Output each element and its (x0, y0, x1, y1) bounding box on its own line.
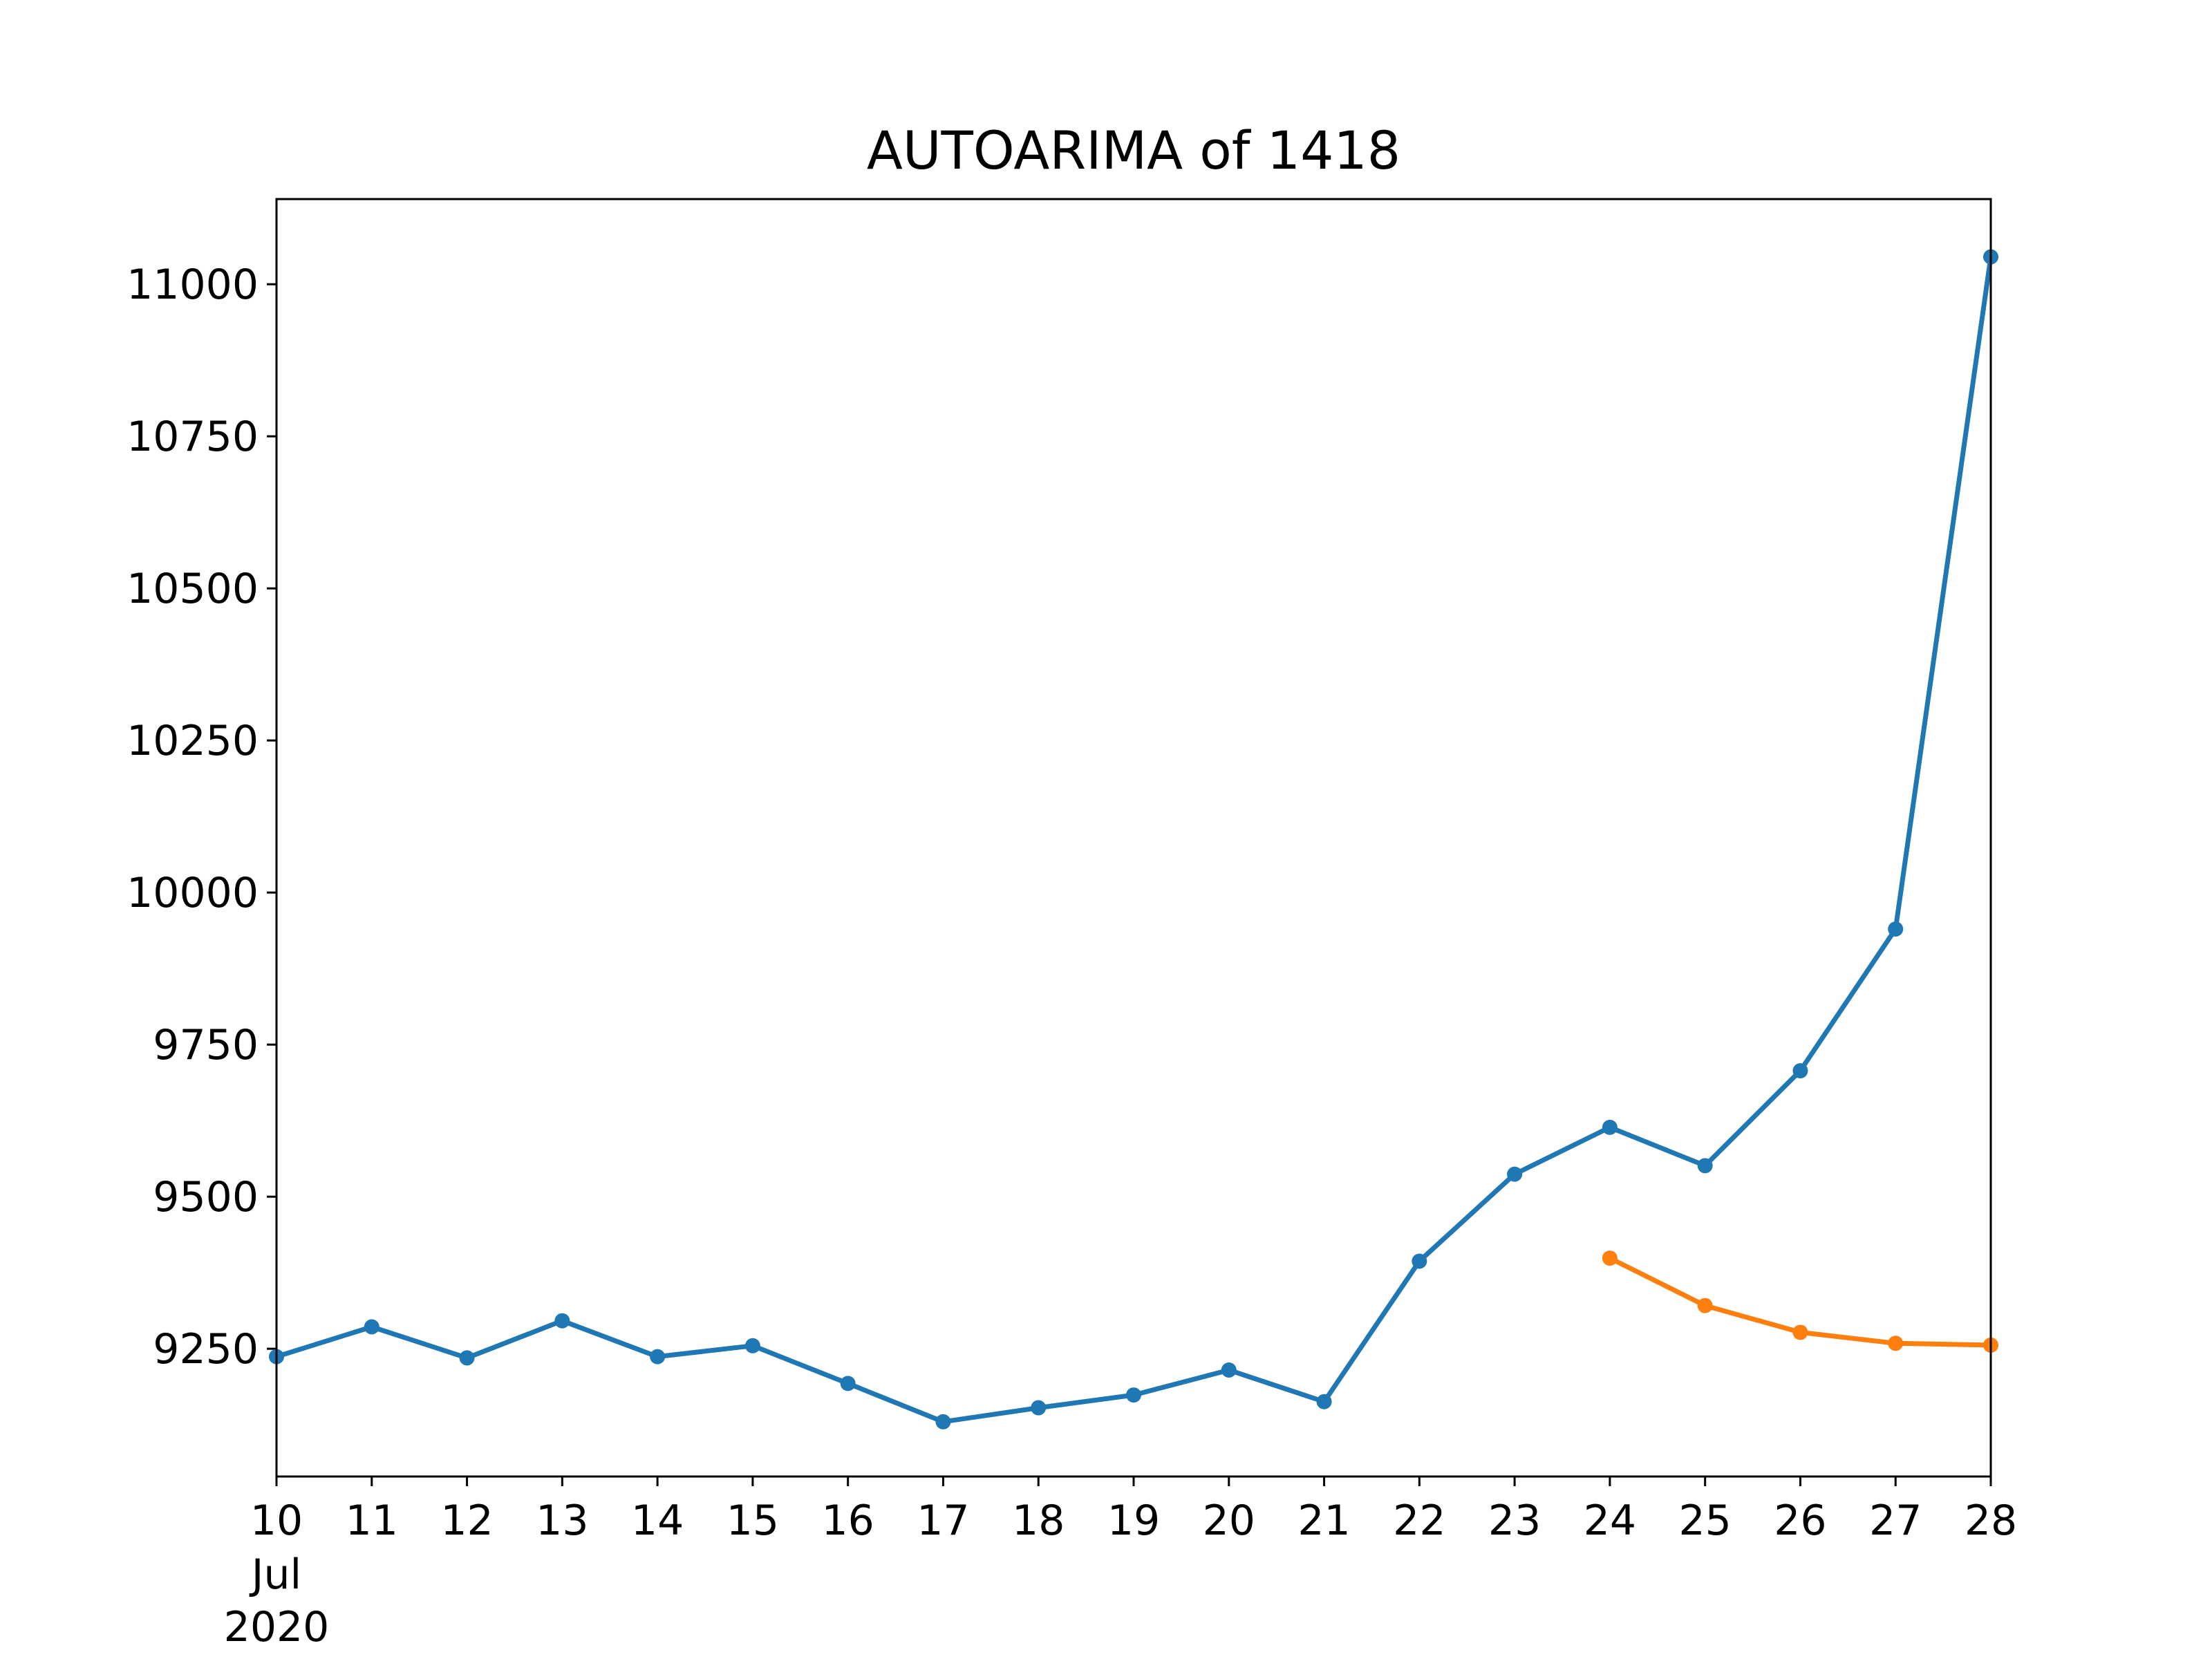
x-tick-label: 22 (1393, 1497, 1445, 1545)
actual-data-point (1031, 1400, 1047, 1416)
x-tick-label: 10 (250, 1497, 303, 1545)
forecast-data-point (1602, 1250, 1618, 1266)
y-axis: 9250 9500 9750 10000 10250 10500 10750 11000 (126, 261, 276, 1374)
forecast-data-point (1697, 1297, 1713, 1313)
x-tick-label: 14 (631, 1497, 684, 1545)
actual-data-point (364, 1319, 379, 1335)
x-tick-label: 24 (1584, 1497, 1636, 1545)
x-tick-label: 28 (1965, 1497, 2017, 1545)
y-tick-label: 10750 (126, 413, 259, 461)
x-tick-label: 25 (1678, 1497, 1731, 1545)
y-tick-label: 10500 (126, 565, 259, 613)
actual-data-point (1888, 921, 1904, 937)
x-tick-label: 17 (917, 1497, 969, 1545)
y-tick-label: 10250 (126, 717, 259, 765)
actual-data-point (1412, 1253, 1427, 1269)
actual-data-point (840, 1376, 856, 1391)
actual-data-point (1507, 1166, 1523, 1182)
x-tick-label: 15 (727, 1497, 779, 1545)
actual-data-point (1126, 1387, 1141, 1403)
x-tick-label: 13 (536, 1497, 588, 1545)
actual-data-point (554, 1313, 570, 1329)
x-month-label: Jul (249, 1550, 301, 1599)
y-tick-label: 11000 (126, 261, 259, 309)
actual-data-point (1602, 1119, 1618, 1135)
y-tick-label: 10000 (126, 869, 259, 917)
actual-data-point (1792, 1063, 1808, 1079)
actual-data-point (650, 1349, 666, 1365)
x-axis: 10 11 12 13 14 15 16 17 18 19 20 21 22 23 24 25 26 27 28 Ju… (224, 1477, 2017, 1651)
x-tick-label: 19 (1107, 1497, 1160, 1545)
plot-frame (275, 198, 1992, 1478)
y-tick-label: 9250 (153, 1325, 259, 1374)
x-tick-label: 11 (346, 1497, 398, 1545)
forecast-data-point (1792, 1324, 1808, 1340)
y-tick-label: 9500 (153, 1173, 259, 1221)
actual-data-point (1221, 1362, 1237, 1378)
actual-data-point (935, 1414, 951, 1430)
x-tick-label: 20 (1203, 1497, 1255, 1545)
x-tick-label: 16 (821, 1497, 874, 1545)
actual-data-point (1316, 1394, 1332, 1409)
actual-series-line (273, 254, 1994, 1425)
x-tick-label: 26 (1774, 1497, 1826, 1545)
x-year-label: 2020 (224, 1603, 330, 1651)
series-layer (269, 249, 1998, 1430)
y-tick-label: 9750 (153, 1021, 259, 1069)
chart-title: AUTOARIMA of 1418 (867, 120, 1400, 181)
x-tick-label: 27 (1869, 1497, 1922, 1545)
forecast-data-point (1888, 1335, 1904, 1351)
actual-data-point (1697, 1158, 1713, 1174)
x-tick-label: 12 (440, 1497, 493, 1545)
actual-data-point (459, 1350, 475, 1366)
x-tick-label: 23 (1488, 1497, 1541, 1545)
x-tick-label: 18 (1012, 1497, 1065, 1545)
actual-data-point (744, 1338, 760, 1353)
x-tick-label: 21 (1297, 1497, 1350, 1545)
